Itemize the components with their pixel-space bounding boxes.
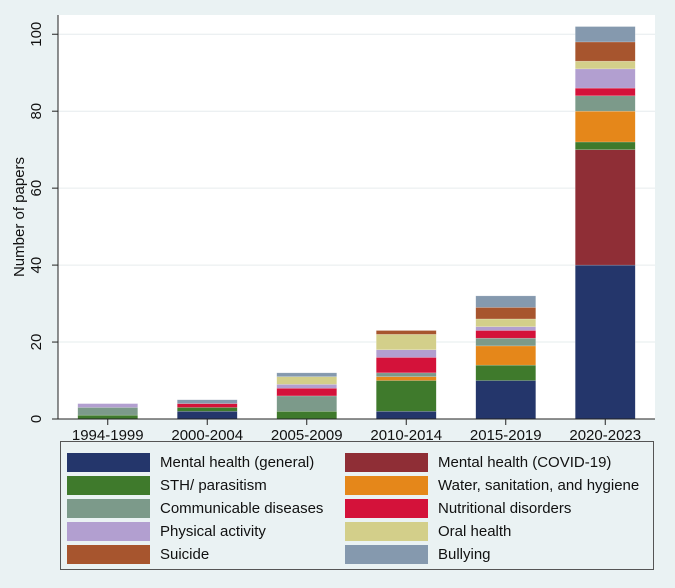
legend-swatch (345, 521, 428, 541)
legend-swatch (67, 452, 150, 472)
y-tick-label: 0 (28, 415, 45, 423)
legend-label: Bullying (438, 545, 491, 563)
gridlines (58, 33, 655, 343)
bar-segment (77, 403, 138, 408)
bar-segment (575, 95, 636, 112)
x-tick-label: 2000-2004 (171, 427, 243, 440)
legend: Mental health (general) Mental health (CO… (60, 441, 654, 570)
y-tick-label: 100 (28, 22, 45, 47)
y-tick-label: 40 (28, 257, 45, 274)
legend-label: Water, sanitation, and hygiene (438, 476, 640, 494)
x-tick-label: 2005-2009 (271, 427, 343, 440)
bar-segment (575, 87, 636, 97)
bar-segment (575, 264, 636, 420)
x-ticks: 1994-1999 2000-2004 2005-2009 2010-2014 2015… (72, 419, 641, 440)
legend-item: Oral health (345, 520, 511, 542)
bar-segment (77, 407, 138, 416)
bar-segment (376, 372, 437, 377)
legend-label: Mental health (general) (160, 453, 315, 471)
plot-area (58, 15, 655, 419)
legend-label: STH/ parasitism (160, 476, 267, 494)
bar-segment (276, 372, 337, 377)
bar-segment (276, 411, 337, 420)
bar-segment (376, 334, 437, 350)
legend-label: Nutritional disorders (438, 499, 572, 517)
stacked-bar-chart: 0 20 40 60 80 100 1994-1999 2000-2004 2005-2009… (11, 15, 655, 440)
legend-swatch (345, 475, 428, 495)
legend-swatch (67, 475, 150, 495)
legend-item: Bullying (345, 543, 491, 565)
x-tick-label: 2010-2014 (370, 427, 442, 440)
legend-swatch (345, 498, 428, 518)
bar-segment (177, 411, 238, 420)
legend-label: Physical activity (160, 522, 266, 540)
bar-segment (475, 364, 536, 381)
bars (77, 26, 636, 420)
legend-swatch (345, 544, 428, 564)
legend-item: Nutritional disorders (345, 497, 571, 519)
bar-segment (575, 60, 636, 70)
bar-segment (177, 399, 238, 404)
legend-label: Suicide (160, 545, 210, 563)
bar-segment (475, 380, 536, 420)
legend-swatch (345, 452, 428, 472)
bar-segment (376, 330, 437, 335)
legend-item: Physical activity (67, 520, 266, 542)
x-tick-label: 2015-2019 (470, 427, 542, 440)
x-tick-label: 2020-2023 (569, 427, 641, 440)
bar-segment (177, 403, 238, 408)
bar-segment (475, 337, 536, 347)
bar-segment (475, 307, 536, 320)
legend-label: Oral health (438, 522, 512, 540)
bar-segment (575, 68, 636, 89)
bar-segment (276, 387, 337, 397)
bar-segment (77, 414, 138, 420)
bar-segment (276, 395, 337, 412)
bar-segment (276, 376, 337, 385)
bar-segment (276, 384, 337, 389)
x-tick-label: 1994-1999 (72, 427, 144, 440)
bar-segment (575, 149, 636, 266)
bar-segment (376, 376, 437, 381)
bar-segment (475, 345, 536, 366)
bar-segment (475, 318, 536, 327)
bar-segment (376, 357, 437, 374)
bar-segment (376, 380, 437, 412)
bar-segment (575, 110, 636, 143)
legend-label: Communicable diseases (160, 499, 324, 517)
bar-segment (575, 26, 636, 43)
y-axis-title: Number of papers (11, 157, 28, 277)
bar-segment (475, 326, 536, 331)
legend-item: Mental health (general) (67, 451, 314, 473)
legend-item: Communicable diseases (67, 497, 323, 519)
legend-label: Mental health (COVID-19) (438, 453, 612, 471)
y-tick-label: 20 (28, 334, 45, 351)
bar-segment (177, 407, 238, 412)
legend-swatch (67, 544, 150, 564)
legend-swatch (67, 498, 150, 518)
bar-segment (376, 349, 437, 358)
y-tick-label: 60 (28, 180, 45, 197)
bar-segment (475, 295, 536, 308)
legend-swatch (67, 521, 150, 541)
y-tick-label: 80 (28, 103, 45, 120)
legend-item: STH/ parasitism (67, 474, 267, 496)
legend-item: Mental health (COVID-19) (345, 451, 611, 473)
legend-item: Suicide (67, 543, 209, 565)
bar-segment (575, 41, 636, 62)
y-ticks: 0 20 40 60 80 100 (28, 22, 58, 423)
bar-segment (475, 330, 536, 339)
bar-segment (575, 141, 636, 150)
legend-item: Water, sanitation, and hygiene (345, 474, 639, 496)
bar-segment (376, 411, 437, 420)
